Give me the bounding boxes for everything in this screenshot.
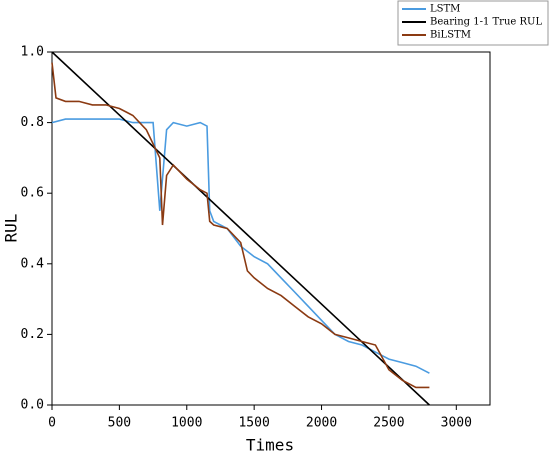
x-tick-label: 3000: [441, 416, 472, 431]
x-tick-label: 1500: [238, 416, 269, 431]
plot-frame: [51, 51, 491, 406]
y-axis-label: RUL: [2, 214, 21, 243]
y-tick-label: 0.8: [21, 115, 44, 130]
series-line: [51, 118, 430, 374]
legend-label: BiLSTM: [430, 30, 471, 41]
y-tick-label: 0.6: [21, 186, 44, 201]
x-tick-label: 2000: [306, 416, 337, 431]
y-tick-label: 1.0: [21, 45, 44, 60]
y-tick-label: 0.0: [21, 398, 44, 413]
legend-label: LSTM: [430, 4, 460, 15]
series-line: [51, 51, 430, 406]
x-tick-label: 1000: [171, 416, 202, 431]
x-tick-label: 500: [108, 416, 131, 431]
y-tick-label: 0.2: [21, 327, 44, 342]
x-tick-label: 0: [48, 416, 56, 431]
series-line: [51, 62, 430, 389]
x-tick-label: 2500: [373, 416, 404, 431]
y-tick-label: 0.4: [21, 256, 45, 271]
x-axis-label: Times: [246, 436, 294, 455]
legend-label: Bearing 1-1 True RUL: [430, 17, 542, 28]
